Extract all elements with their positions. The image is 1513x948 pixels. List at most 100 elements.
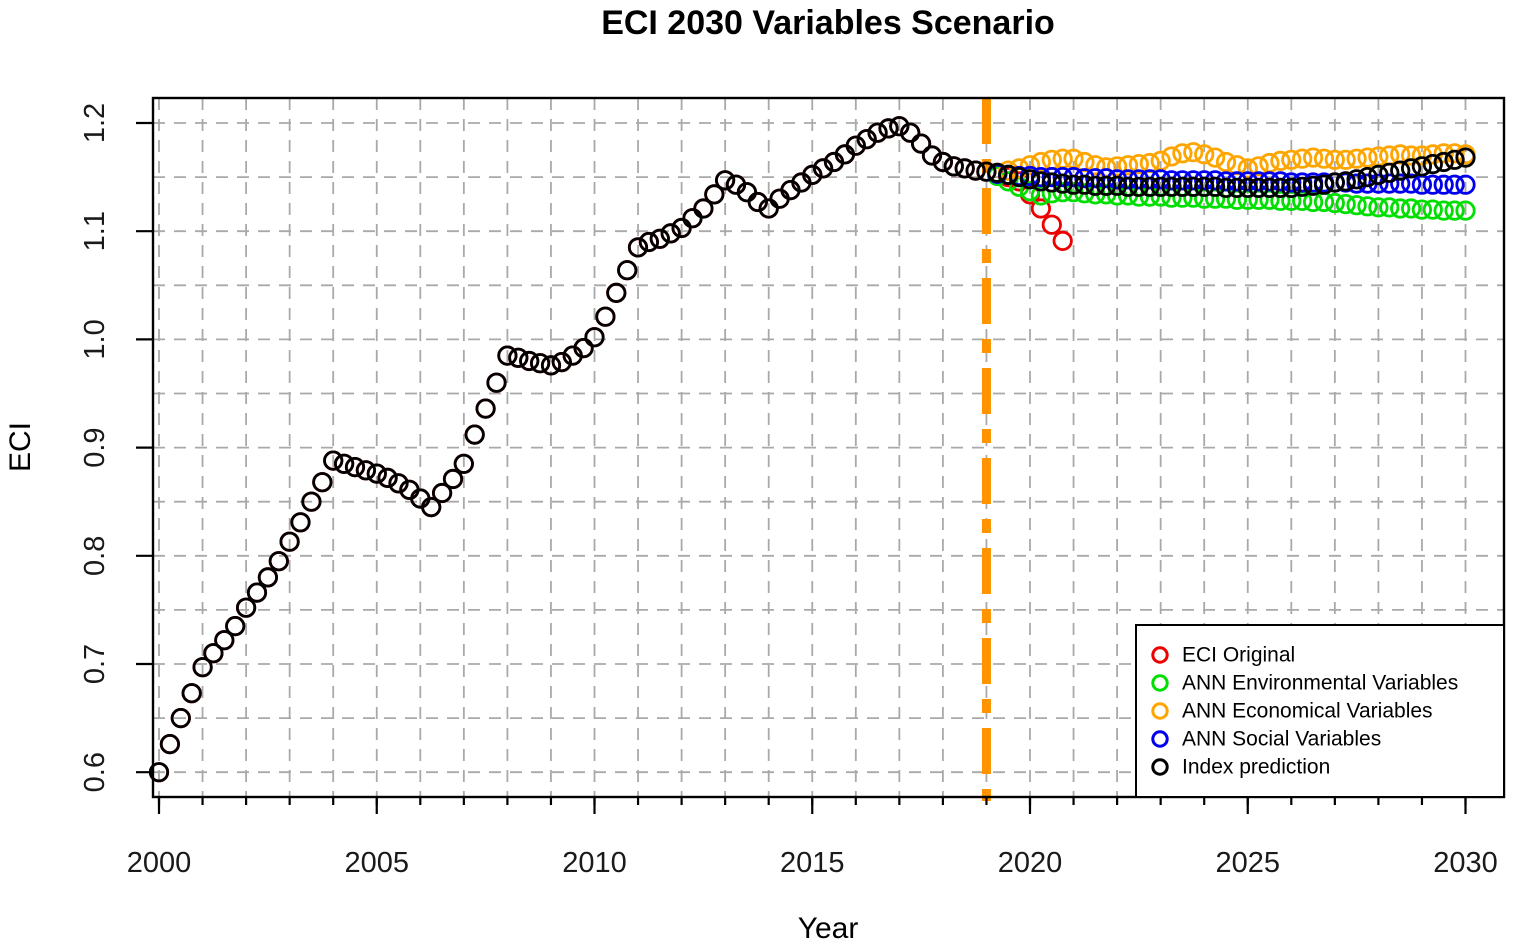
data-point-ann-environmental [1444,200,1465,221]
data-point-ann-environmental [1346,195,1367,216]
data-point-ann-economical [1215,151,1237,173]
data-point-index-prediction [203,643,224,664]
data-point-index-prediction [878,118,899,139]
data-point-index-prediction [170,707,191,729]
legend-box [1135,624,1505,798]
data-point-ann-economical [1128,154,1150,175]
data-point-index-prediction [1074,174,1095,195]
data-point-ann-social [1172,170,1193,191]
x-tick-label: 2010 [562,847,627,879]
data-point-ann-environmental [1433,200,1454,221]
data-point-index-prediction [954,158,975,179]
data-point-index-prediction [1303,175,1324,196]
data-point-index-prediction [932,151,954,173]
data-point-index-prediction [442,468,464,490]
data-point-index-prediction [704,184,725,205]
y-tick-label: 0.6 [79,752,111,792]
data-point-ann-economical [1346,148,1367,169]
data-point-ann-economical [1237,158,1258,179]
data-point-index-prediction [1096,175,1117,196]
data-point-index-prediction [1150,176,1171,197]
x-tick-label: 2030 [1433,847,1498,879]
data-point-index-prediction [214,630,235,651]
data-point-index-prediction [1390,160,1411,181]
data-point-index-prediction [519,350,540,372]
y-tick-label: 1.0 [79,319,111,359]
data-point-ann-social [1433,174,1454,195]
data-point-index-prediction [181,683,202,704]
data-point-ann-economical [1205,147,1226,168]
data-point-index-prediction [714,170,736,191]
data-point-ann-economical [1183,142,1204,163]
data-point-index-prediction [606,282,627,303]
chart-title: ECI 2030 Variables Scenario [601,4,1055,42]
data-point-index-prediction [1041,172,1062,193]
data-point-index-prediction [976,161,997,182]
data-point-ann-economical [1226,155,1248,176]
data-point-index-prediction [649,228,670,249]
data-point-ann-economical [1030,151,1052,173]
data-point-index-prediction [1313,174,1335,195]
data-point-index-prediction [987,162,1008,183]
data-point-index-prediction [1183,176,1204,197]
legend-marker-2 [1151,674,1169,692]
data-point-ann-environmental [1411,199,1433,220]
data-series [148,116,1476,783]
data-point-index-prediction [943,156,964,177]
y-tick-label: 0.7 [79,644,111,684]
data-point-ann-economical [1074,151,1095,173]
x-tick-label: 2015 [780,847,845,879]
data-point-index-prediction [1335,171,1356,192]
data-point-ann-social [1368,173,1389,194]
data-point-index-prediction [693,198,714,219]
legend-item-label: ECI Original [1182,644,1295,667]
legend-marker-1 [1151,646,1169,664]
data-point-ann-economical [1248,156,1269,177]
data-point-index-prediction [1237,177,1258,198]
legend-item-label: ANN Social Variables [1182,728,1381,751]
data-point-ann-social [1281,172,1302,193]
data-point-index-prediction [268,551,289,572]
data-point-index-prediction [312,472,333,493]
data-point-ann-economical [1019,155,1041,176]
data-point-eci-original [1052,230,1073,251]
data-point-index-prediction [1128,176,1150,197]
data-point-ann-social [1422,174,1443,195]
data-point-index-prediction [540,355,562,376]
data-point-ann-economical [1117,155,1139,176]
data-point-ann-social [1237,171,1258,192]
data-point-ann-environmental [1455,200,1476,221]
y-tick-label: 1.1 [79,211,111,251]
data-point-ann-economical [1313,148,1335,169]
data-point-ann-environmental [1390,198,1411,219]
data-point-index-prediction [998,164,1019,185]
data-point-ann-economical [1335,149,1356,170]
data-point-ann-social [1270,171,1291,192]
data-point-index-prediction [388,473,409,494]
data-point-index-prediction [1259,177,1280,198]
data-point-ann-social [1215,171,1237,192]
data-point-ann-economical [1107,156,1128,177]
data-point-index-prediction [344,456,366,478]
data-point-index-prediction [1455,147,1476,168]
data-point-index-prediction [1368,164,1389,185]
data-point-index-prediction [1161,176,1182,197]
data-point-index-prediction [595,306,616,327]
data-point-ann-economical [1292,148,1313,169]
data-point-index-prediction [638,231,660,253]
axis-ticks [136,121,1467,814]
data-point-eci-original [1041,214,1062,235]
data-point-index-prediction [1019,169,1041,190]
data-point-index-prediction [1292,176,1313,197]
data-point-index-prediction [1226,177,1248,198]
data-point-index-prediction [1063,174,1084,195]
data-point-index-prediction [508,347,529,368]
data-point-index-prediction [1401,158,1422,179]
data-point-index-prediction [475,398,496,419]
data-point-index-prediction [682,208,703,229]
data-point-index-prediction [366,463,387,484]
data-point-ann-social [1194,170,1215,191]
data-point-index-prediction [1324,172,1345,193]
data-point-index-prediction [192,657,213,678]
data-point-index-prediction [1422,154,1443,175]
